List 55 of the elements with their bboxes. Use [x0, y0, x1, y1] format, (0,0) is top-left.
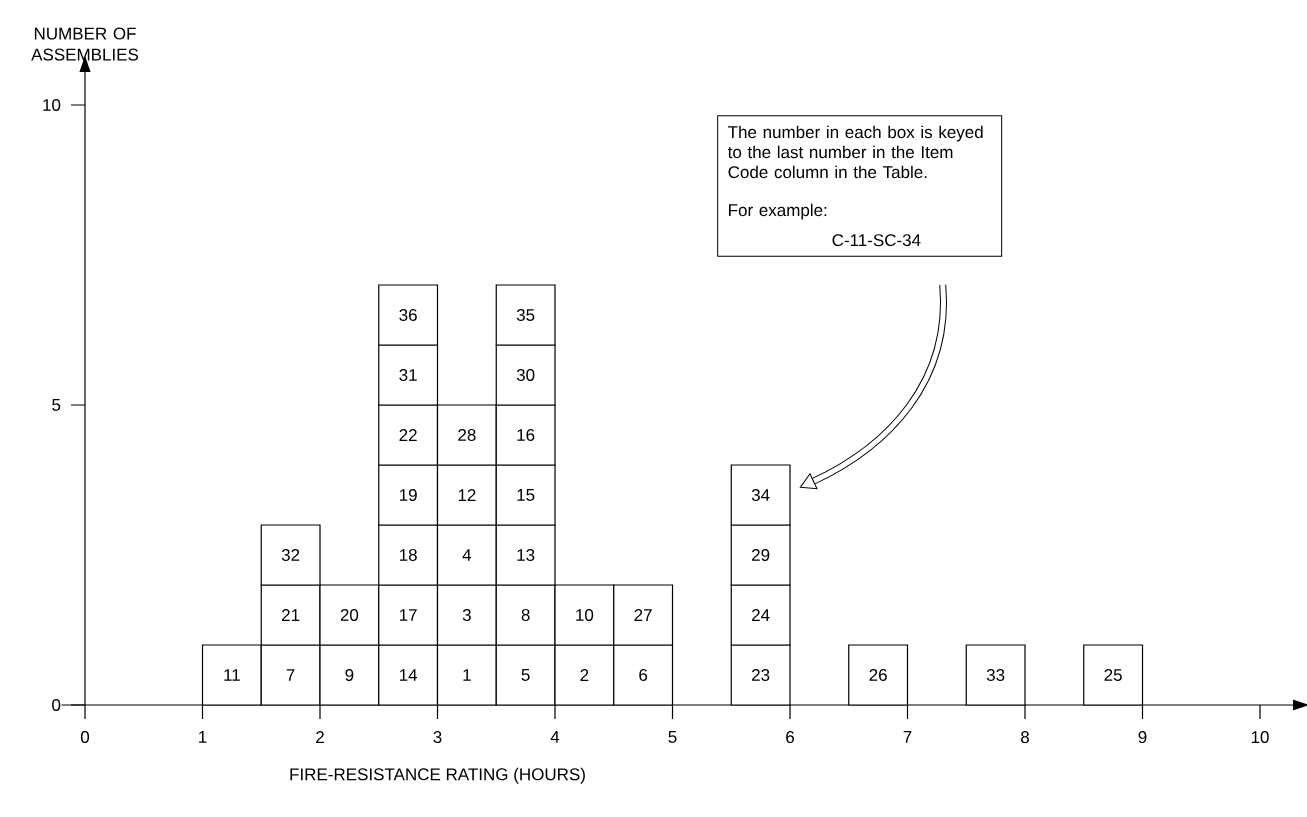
annotation: 35 [516, 308, 535, 321]
annotation: C-11-SC-34 [832, 234, 921, 247]
annotation: 17 [399, 609, 417, 621]
annotation: 34 [751, 488, 770, 501]
x-tick-label: 8 [1021, 731, 1029, 744]
annotation: 3 [462, 608, 471, 621]
annotation: 23 [752, 668, 770, 681]
x-tick-label: 3 [433, 731, 442, 744]
annotation: 1 [463, 669, 471, 681]
annotation: 19 [399, 488, 417, 501]
annotation: 26 [869, 668, 887, 681]
annotation: 12 [458, 489, 476, 501]
x-tick-label: 7 [903, 731, 912, 743]
annotation: 8 [521, 608, 530, 621]
annotation: 10 [576, 608, 594, 621]
annotation: 29 [752, 548, 770, 561]
annotation: 4 [462, 549, 472, 561]
annotation: 20 [340, 608, 359, 621]
annotation: 14 [399, 669, 418, 681]
x-tick-label: 0 [80, 731, 90, 744]
annotation: 25 [1104, 668, 1122, 681]
annotation: 30 [516, 368, 535, 381]
annotation: 32 [281, 548, 300, 561]
annotation: 15 [517, 489, 535, 501]
annotation: 16 [517, 428, 535, 441]
annotation: 27 [634, 609, 652, 621]
annotation: 18 [399, 548, 417, 561]
annotation: 6 [639, 668, 648, 681]
annotation: For example: [729, 203, 827, 220]
x-axis-title: FIRE-RESISTANCE RATING (HOURS) [290, 767, 585, 784]
annotation: 28 [458, 428, 476, 441]
x-tick-label: 2 [316, 731, 324, 743]
y-tick-label: 10 [43, 98, 61, 111]
annotation: The number in each box is keyed to the last number in the Item Code column in the Table. [727, 125, 983, 179]
annotation: 5 [521, 669, 530, 681]
annotation: 33 [986, 668, 1005, 681]
annotation: 13 [517, 548, 535, 561]
annotation: 11 [224, 669, 240, 681]
x-tick-label: 5 [668, 731, 677, 743]
x-tick-label: 6 [786, 731, 794, 744]
annotation: 22 [399, 429, 417, 441]
y-tick-label: 5 [52, 399, 61, 411]
x-tick-label: 4 [550, 731, 560, 743]
x-tick-label: 1 [199, 731, 207, 743]
annotation: 2 [580, 669, 589, 681]
annotation: 24 [752, 609, 770, 621]
x-tick-label: 10 [1251, 731, 1269, 744]
y-tick-label: 0 [52, 698, 61, 711]
annotation: 36 [399, 308, 417, 321]
x-tick-label: 9 [1138, 731, 1147, 744]
y-axis-title: NUMBER OF ASSEMBLIES [31, 27, 139, 61]
annotation: 9 [345, 668, 354, 681]
annotation: 21 [282, 609, 300, 621]
annotation: 7 [286, 669, 295, 681]
annotation: 31 [399, 368, 417, 381]
